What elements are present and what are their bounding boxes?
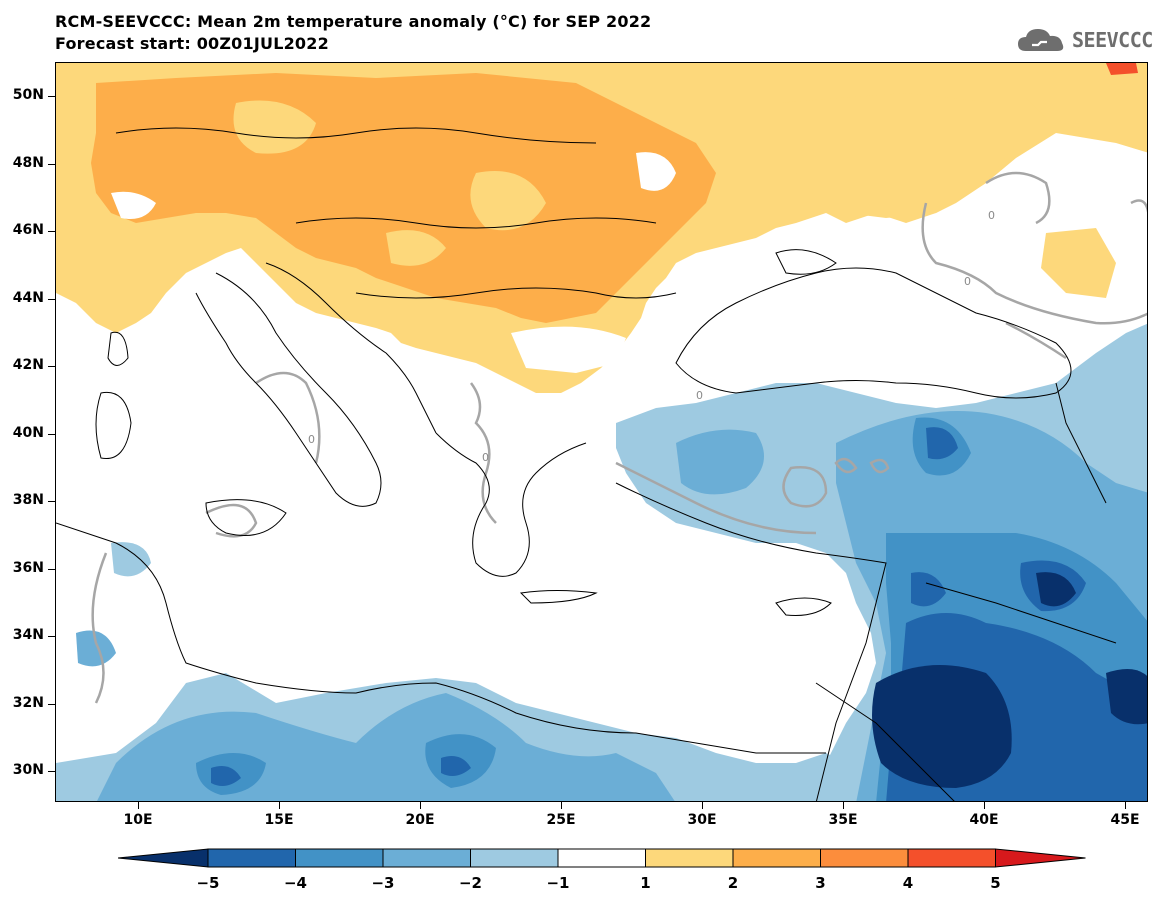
lat-tick — [48, 433, 55, 435]
colorbar-swatch — [382, 848, 471, 868]
lat-tick — [48, 501, 55, 502]
svg-text:0: 0 — [964, 275, 971, 288]
colorbar-swatch — [295, 848, 384, 868]
lon-tick-label: 45E — [1110, 812, 1140, 828]
map-title: RCM-SEEVCCC: Mean 2m temperature anomaly… — [55, 12, 652, 31]
lat-tick — [48, 703, 55, 705]
lat-tick — [48, 568, 55, 570]
lat-tick — [48, 771, 55, 772]
colorbar-swatch — [557, 848, 646, 868]
seevccc-logo: SEEVCCC — [1016, 22, 1156, 58]
colorbar-swatch-min — [117, 848, 209, 868]
lat-tick-label: 36N — [12, 559, 44, 576]
lat-tick-label: 34N — [12, 627, 44, 643]
colorbar-label: −3 — [371, 874, 395, 892]
forecast-start-subtitle: Forecast start: 00Z01JUL2022 — [55, 34, 329, 53]
colorbar-swatch — [732, 848, 821, 868]
colorbar-label: −5 — [196, 874, 220, 892]
anomaly-map: 0 0 0 0 0 — [56, 63, 1147, 801]
colorbar-label: −2 — [458, 874, 483, 892]
lon-tick — [138, 802, 139, 809]
lat-tick-label: 46N — [12, 222, 44, 238]
colorbar-swatch-max — [995, 848, 1086, 868]
lon-tick — [984, 802, 985, 809]
lat-tick — [48, 636, 55, 637]
lon-tick-label: 15E — [264, 812, 294, 828]
lon-tick — [420, 802, 421, 809]
colorbar-swatch — [207, 848, 296, 868]
lat-tick-label: 42N — [12, 357, 44, 373]
lat-tick-label: 50N — [12, 87, 44, 103]
lon-tick — [279, 802, 280, 809]
lon-tick-label: 25E — [546, 812, 576, 828]
lat-tick-label: 40N — [12, 424, 44, 441]
lat-tick — [48, 163, 55, 165]
colorbar-swatch — [907, 848, 996, 868]
colorbar-swatch — [820, 848, 909, 868]
lon-tick-label: 20E — [405, 812, 435, 828]
lat-tick-label: 44N — [12, 289, 44, 306]
colorbar-label: 5 — [990, 874, 1001, 892]
colorbar-label: −1 — [546, 874, 570, 892]
colorbar-label: −4 — [283, 874, 308, 892]
colorbar-label: 3 — [815, 874, 826, 892]
lat-tick-label: 38N — [12, 492, 44, 508]
colorbar-swatch — [470, 848, 559, 868]
lon-tick-label: 10E — [123, 812, 153, 828]
colorbar-label: 4 — [902, 874, 914, 892]
colorbar-swatch — [645, 848, 734, 868]
lon-tick-label: 30E — [687, 812, 717, 828]
svg-text:0: 0 — [482, 451, 489, 464]
lat-tick-label: 30N — [12, 762, 44, 778]
colorbar-label: 2 — [727, 874, 739, 892]
colorbar — [117, 848, 1088, 874]
cloud-icon — [1018, 29, 1064, 51]
lon-tick — [843, 802, 844, 809]
map-panel: 0 0 0 0 0 — [55, 62, 1148, 802]
lon-tick-label: 35E — [828, 812, 858, 828]
svg-text:0: 0 — [308, 433, 315, 446]
coastlines — [56, 127, 1117, 801]
lon-tick-label: 40E — [969, 812, 999, 828]
lon-tick — [561, 802, 562, 809]
lat-tick — [48, 298, 55, 300]
colorbar-label: 1 — [640, 874, 651, 892]
lat-tick — [48, 96, 55, 97]
colorbar-swatches — [117, 848, 1086, 868]
lat-tick — [48, 231, 55, 232]
lat-tick-label: 48N — [12, 154, 44, 171]
lat-tick — [48, 366, 55, 367]
logo-text: SEEVCCC — [1072, 28, 1153, 52]
contour-labels: 0 0 0 0 0 — [308, 209, 995, 464]
svg-text:0: 0 — [988, 209, 995, 222]
lon-tick — [1125, 802, 1126, 809]
svg-text:0: 0 — [696, 389, 703, 402]
zero-contours — [91, 171, 1147, 704]
lat-tick-label: 32N — [12, 694, 44, 711]
lon-tick — [702, 802, 703, 809]
